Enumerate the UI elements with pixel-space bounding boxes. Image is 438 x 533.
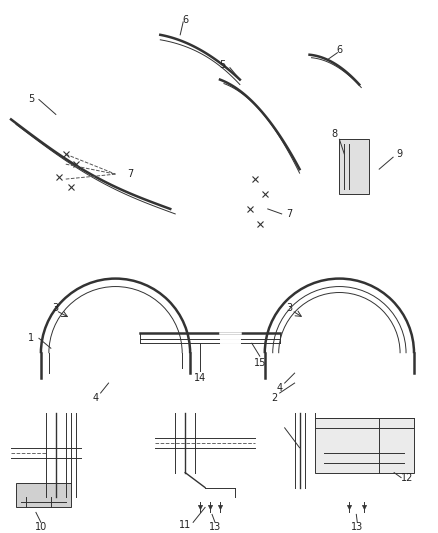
Text: 5: 5 [219,60,225,70]
FancyBboxPatch shape [314,418,414,473]
FancyBboxPatch shape [16,482,71,507]
Text: 7: 7 [127,169,134,179]
Text: 4: 4 [92,393,99,403]
Text: 7: 7 [286,209,293,219]
Text: 4: 4 [277,383,283,393]
Text: 6: 6 [182,15,188,25]
Text: 1: 1 [28,333,34,343]
Text: 2: 2 [272,393,278,403]
Text: 11: 11 [179,520,191,530]
Text: 6: 6 [336,45,343,55]
Text: 3: 3 [286,303,293,313]
FancyBboxPatch shape [339,139,369,194]
Text: 9: 9 [396,149,402,159]
Text: 14: 14 [194,373,206,383]
Text: 12: 12 [401,473,413,482]
Text: 10: 10 [35,522,47,532]
Text: 13: 13 [209,522,221,532]
Text: 5: 5 [28,94,34,104]
Text: 13: 13 [351,522,364,532]
Text: 15: 15 [254,358,266,368]
Text: 8: 8 [332,130,337,139]
Text: 3: 3 [53,303,59,313]
